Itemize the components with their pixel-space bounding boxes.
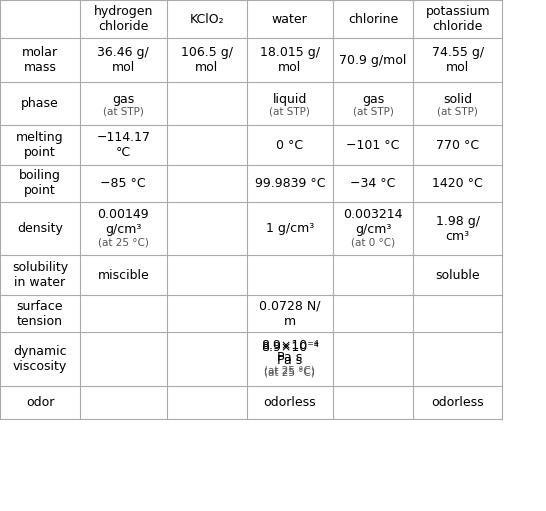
Text: gas: gas <box>362 92 384 106</box>
Text: phase: phase <box>21 97 59 110</box>
Text: odorless: odorless <box>431 396 484 409</box>
Text: 1420 °C: 1420 °C <box>432 177 483 190</box>
Text: 0.003214
g/cm³: 0.003214 g/cm³ <box>343 208 403 236</box>
Text: dynamic
viscosity: dynamic viscosity <box>13 345 67 373</box>
Text: molar
mass: molar mass <box>22 46 58 74</box>
Text: solubility
in water: solubility in water <box>12 262 68 289</box>
Text: 18.015 g/
mol: 18.015 g/ mol <box>260 46 320 74</box>
Text: −85 °C: −85 °C <box>100 177 146 190</box>
Text: 0 °C: 0 °C <box>276 138 304 152</box>
Text: 99.9839 °C: 99.9839 °C <box>254 177 325 190</box>
Text: 36.46 g/
mol: 36.46 g/ mol <box>97 46 149 74</box>
Text: −114.17
°C: −114.17 °C <box>96 131 150 159</box>
Text: KClO₂: KClO₂ <box>189 13 224 26</box>
Text: melting
point: melting point <box>16 131 64 159</box>
Text: density: density <box>17 222 63 235</box>
Text: boiling
point: boiling point <box>19 170 61 197</box>
Text: potassium
chloride: potassium chloride <box>425 5 490 33</box>
Text: 1.98 g/
cm³: 1.98 g/ cm³ <box>436 215 480 243</box>
Text: 106.5 g/
mol: 106.5 g/ mol <box>181 46 233 74</box>
Text: −101 °C: −101 °C <box>346 138 400 152</box>
Text: water: water <box>272 13 308 26</box>
Text: odor: odor <box>26 396 54 409</box>
Text: (at 25 °C): (at 25 °C) <box>264 366 315 376</box>
Text: 0.00149
g/cm³: 0.00149 g/cm³ <box>98 208 149 236</box>
Text: (at 25 °C): (at 25 °C) <box>98 237 149 247</box>
Text: (at STP): (at STP) <box>269 106 310 117</box>
Text: solid: solid <box>443 92 472 106</box>
Text: miscible: miscible <box>97 269 149 282</box>
Text: chlorine: chlorine <box>348 13 398 26</box>
Text: 770 °C: 770 °C <box>436 138 479 152</box>
Text: (at STP): (at STP) <box>437 106 478 117</box>
Text: 70.9 g/mol: 70.9 g/mol <box>340 54 407 66</box>
Text: (at 0 °C): (at 0 °C) <box>351 237 395 247</box>
Text: 8.9×10⁻⁴
Pa s: 8.9×10⁻⁴ Pa s <box>261 339 319 366</box>
Text: gas: gas <box>112 92 134 106</box>
Text: 1 g/cm³: 1 g/cm³ <box>266 222 314 235</box>
Text: surface
tension: surface tension <box>17 300 63 328</box>
Text: soluble: soluble <box>435 269 480 282</box>
Text: 8.9×10⁻⁴: 8.9×10⁻⁴ <box>261 341 319 354</box>
Text: 0.0728 N/
m: 0.0728 N/ m <box>259 300 321 328</box>
Text: (at 25 °C): (at 25 °C) <box>264 367 315 378</box>
Text: Pa s: Pa s <box>277 352 302 364</box>
Text: 74.55 g/
mol: 74.55 g/ mol <box>432 46 484 74</box>
Text: −34 °C: −34 °C <box>351 177 396 190</box>
Text: (at STP): (at STP) <box>353 106 394 117</box>
Text: odorless: odorless <box>264 396 316 409</box>
Text: liquid: liquid <box>272 92 307 106</box>
Text: hydrogen
chloride: hydrogen chloride <box>93 5 153 33</box>
Text: (at STP): (at STP) <box>103 106 144 117</box>
